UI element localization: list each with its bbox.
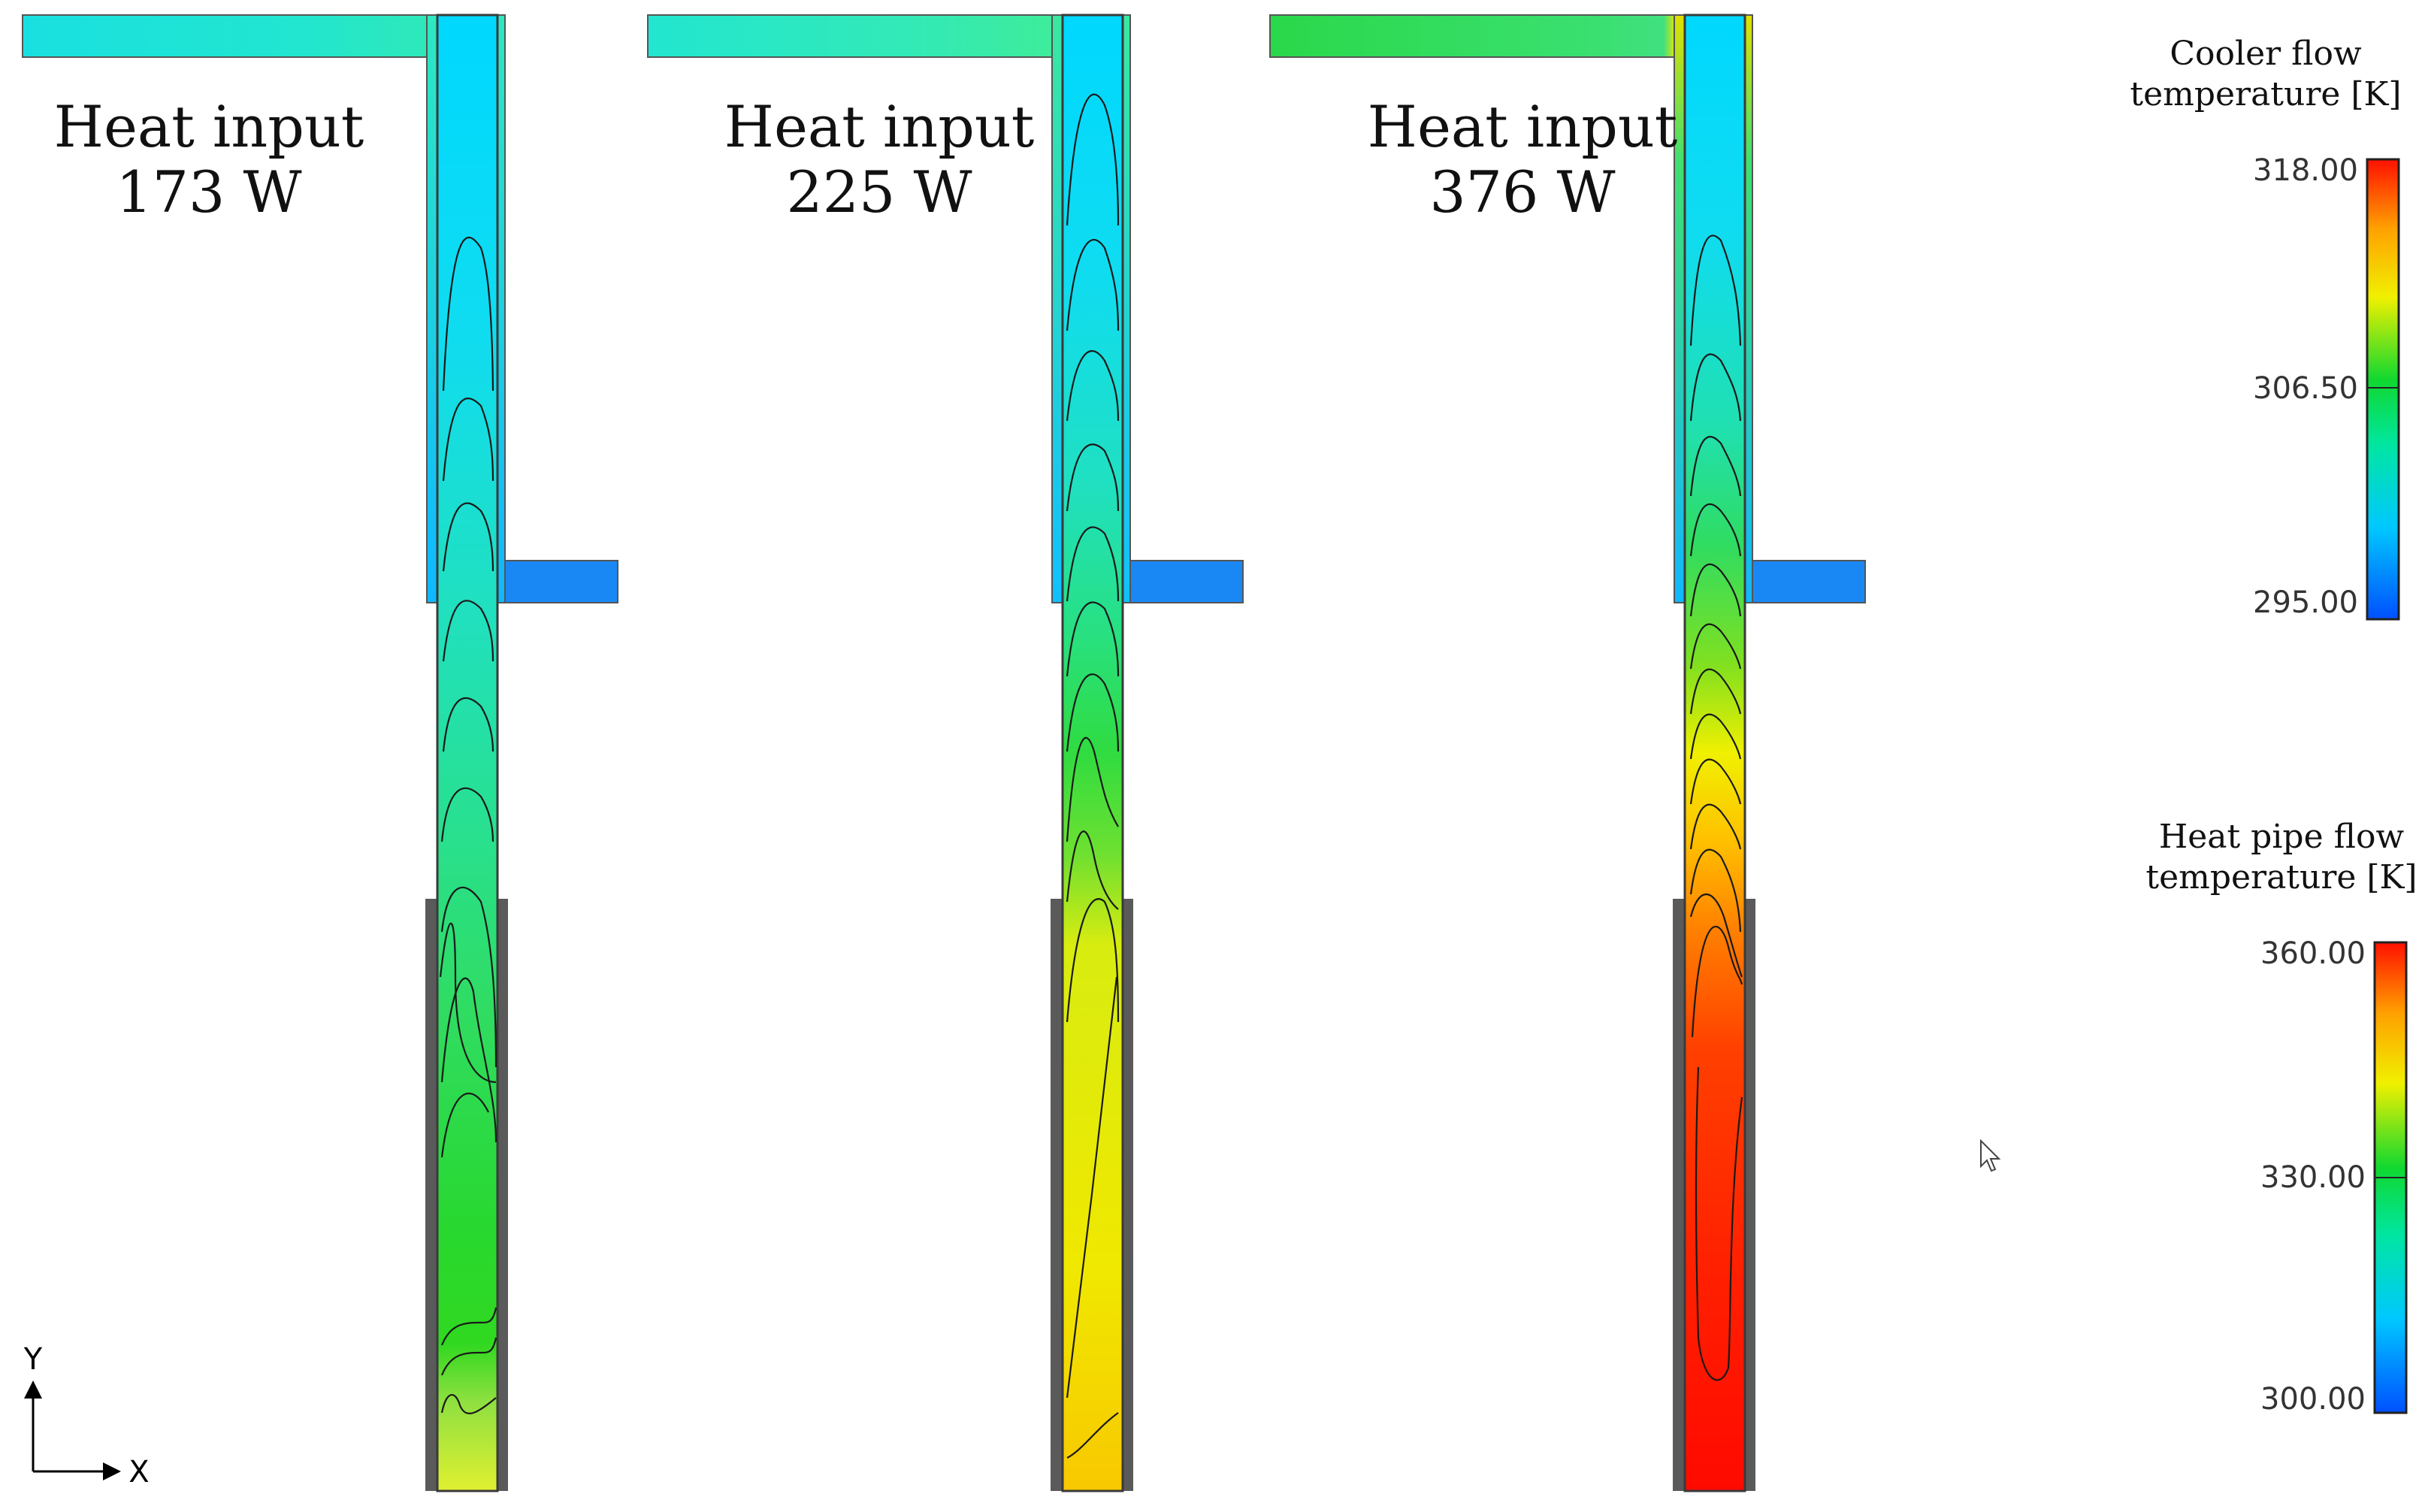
cooler-outlet-channel — [1752, 560, 1866, 603]
axis-triad: Y X — [23, 1342, 150, 1489]
x-axis-label: X — [129, 1455, 149, 1489]
mouse-cursor-icon — [1980, 1139, 2001, 1172]
panel-3-title: Heat input — [1368, 93, 1678, 160]
cooler-inlet-channel — [22, 14, 429, 58]
heat-pipe-legend-mid: 330.00 — [2260, 1160, 2366, 1195]
cooler-outlet-channel — [1129, 560, 1244, 603]
cooler-legend-title-line1: Cooler flow — [2170, 35, 2362, 73]
isotherm-contours — [439, 237, 497, 1414]
cooler-legend-min: 295.00 — [2253, 585, 2358, 620]
cooler-legend-mid: 306.50 — [2253, 371, 2358, 406]
cooler-legend-max: 318.00 — [2253, 153, 2358, 188]
heat-pipe — [436, 14, 499, 1492]
panel-3 — [1269, 14, 1866, 1492]
panel-2 — [647, 14, 1244, 1492]
heat-pipe-legend-title-line1: Heat pipe flow — [2159, 818, 2405, 856]
cooler-colorbar — [2366, 158, 2400, 621]
cooler-legend-title-line2: temperature [K] — [2130, 75, 2401, 113]
panel-1 — [22, 14, 618, 1492]
isotherm-contours — [1689, 234, 1743, 1381]
panel-1-title: Heat input — [54, 93, 364, 160]
cooler-inlet-channel — [1269, 14, 1677, 58]
y-axis-label: Y — [23, 1342, 43, 1377]
heat-pipe-legend-max: 360.00 — [2260, 936, 2366, 971]
heat-pipe-legend-title-line2: temperature [K] — [2145, 858, 2417, 897]
heat-pipe-legend-min: 300.00 — [2260, 1382, 2366, 1417]
heat-pipe-temperature-legend: Heat pipe flow temperature [K] 360.00 33… — [2145, 818, 2417, 1417]
isotherm-contours — [1066, 93, 1120, 1459]
heat-pipe — [1683, 14, 1746, 1492]
panel-2-title: Heat input — [724, 93, 1035, 160]
panel-3-power: 376 W — [1429, 159, 1615, 225]
heat-pipe — [1061, 14, 1124, 1492]
cooler-inlet-channel — [647, 14, 1054, 58]
panel-1-power: 173 W — [116, 159, 301, 225]
cooler-temperature-legend: Cooler flow temperature [K] 318.00 306.5… — [2130, 35, 2402, 621]
cooler-outlet-channel — [504, 560, 618, 603]
panel-2-power: 225 W — [786, 159, 972, 225]
